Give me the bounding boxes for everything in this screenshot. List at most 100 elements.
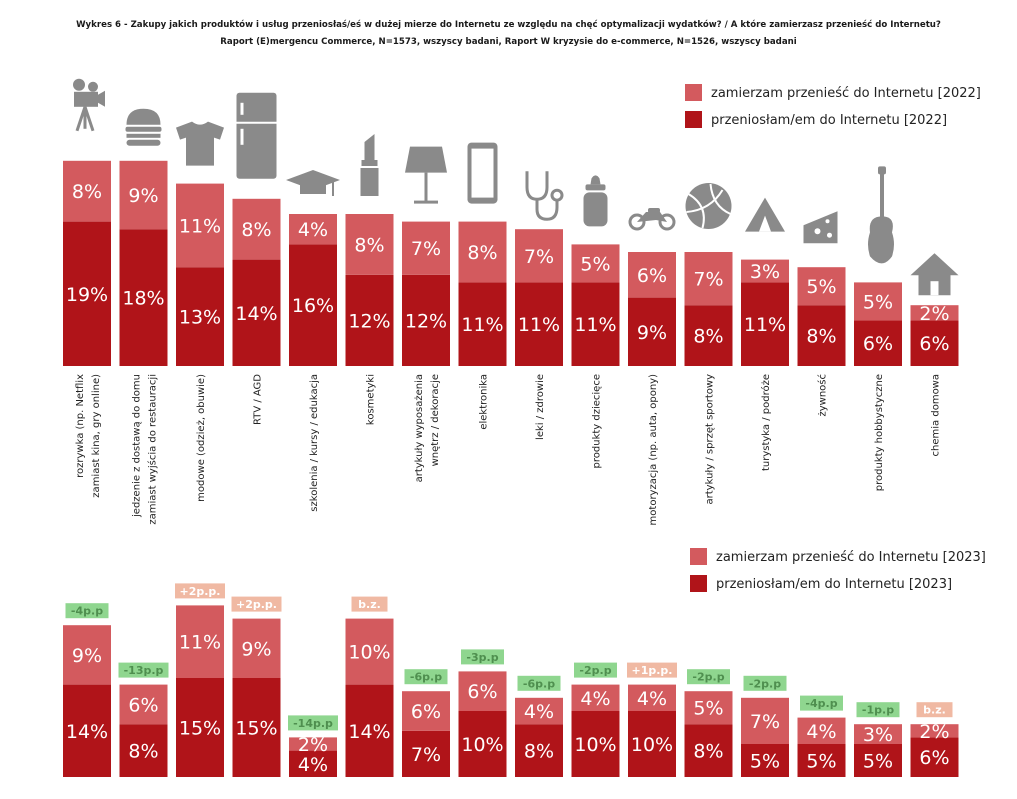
value-label-planned-2022-0: 8% — [72, 181, 102, 203]
bar-done-2023-12 — [741, 744, 789, 777]
category-label-7-line-0: elektronika — [479, 374, 490, 430]
change-badge-6 — [404, 669, 448, 685]
value-label-planned-2023-8: 4% — [524, 701, 554, 723]
bar-planned-2023-0 — [63, 625, 111, 685]
bar-done-2023-9 — [571, 711, 620, 777]
value-label-planned-2022-6: 7% — [411, 238, 441, 260]
category-label-14-line-0: produkty hobbystyczne — [874, 374, 885, 491]
burger-icon — [125, 108, 162, 146]
bar-done-2022-2 — [176, 267, 224, 366]
value-label-planned-2022-10: 6% — [637, 265, 667, 287]
value-label-done-2022-8: 11% — [518, 314, 560, 336]
change-badge-text-2: +2p.p. — [180, 585, 221, 598]
legend-swatch-2022-0 — [685, 84, 702, 101]
value-label-done-2023-3: 15% — [235, 718, 277, 740]
value-label-done-2022-11: 8% — [693, 326, 723, 348]
motorcycle-icon — [628, 208, 676, 231]
bar-done-2022-8 — [515, 282, 563, 366]
category-label-5-line-0: kosmetyki — [366, 374, 377, 425]
bar-planned-2022-7 — [458, 221, 507, 283]
change-badge-text-4: -14p.p — [293, 717, 333, 730]
bar-planned-2023-3 — [232, 618, 281, 678]
bar-done-2023-3 — [232, 678, 281, 777]
bar-planned-2023-2 — [176, 605, 224, 678]
value-label-done-2023-13: 5% — [806, 751, 836, 773]
change-badge-13 — [800, 695, 843, 711]
change-badge-3 — [231, 596, 282, 612]
bar-done-2023-2 — [176, 678, 224, 777]
smartphone-icon — [467, 142, 498, 204]
value-label-planned-2023-0: 9% — [72, 645, 102, 667]
category-label-1-line-1: zamiast wyjścia do restauracji — [147, 374, 159, 525]
value-label-planned-2022-13: 5% — [806, 276, 836, 298]
bar-planned-2022-5 — [345, 214, 394, 275]
bar-planned-2023-11 — [684, 691, 733, 725]
change-badge-text-11: -2p.p — [692, 671, 724, 684]
value-label-done-2022-1: 18% — [122, 288, 164, 310]
value-label-done-2023-15: 6% — [919, 747, 949, 769]
value-label-done-2023-2: 15% — [179, 718, 221, 740]
category-label-12-line-0: turystyka / podróże — [760, 374, 772, 471]
category-label-13-line-0: żywność — [817, 374, 829, 417]
category-label-3-line-0: RTV / AGD — [253, 374, 264, 425]
value-label-done-2022-6: 12% — [405, 310, 447, 332]
value-label-planned-2023-3: 9% — [241, 638, 271, 660]
value-label-done-2022-15: 6% — [919, 333, 949, 355]
bar-done-2023-14 — [854, 744, 902, 777]
value-label-done-2022-10: 9% — [637, 322, 667, 344]
movie-camera-icon — [73, 78, 105, 132]
category-label-10-line-0: motoryzacja (np. auta, opony) — [648, 374, 659, 526]
value-label-planned-2022-1: 9% — [128, 185, 158, 207]
legend-label-2022-1: przeniosłam/em do Internetu [2022] — [711, 113, 947, 128]
bar-planned-2023-8 — [515, 697, 563, 725]
value-label-planned-2023-15: 2% — [919, 721, 949, 743]
legend-swatch-2023-0 — [690, 548, 707, 565]
bar-done-2022-3 — [232, 259, 281, 366]
bar-done-2022-0 — [63, 221, 111, 366]
chart-title-line-1: Wykres 6 - Zakupy jakich produktów i usł… — [76, 20, 941, 30]
bar-done-2022-12 — [741, 282, 789, 366]
value-label-planned-2023-6: 6% — [411, 701, 441, 723]
value-label-done-2023-4: 4% — [298, 754, 328, 776]
change-badge-15 — [916, 702, 953, 718]
change-badge-text-10: +1p.p. — [632, 664, 673, 677]
bar-planned-2023-15 — [910, 724, 959, 738]
lamp-icon — [405, 146, 447, 204]
change-badge-9 — [574, 662, 617, 678]
value-label-done-2022-4: 16% — [292, 295, 334, 317]
bar-done-2023-5 — [345, 684, 394, 777]
chart-title: Wykres 6 - Zakupy jakich produktów i usł… — [0, 17, 1017, 51]
value-label-planned-2023-10: 4% — [637, 688, 667, 710]
bar-planned-2023-10 — [628, 684, 676, 711]
graduation-cap-icon — [286, 170, 340, 196]
change-badge-14 — [856, 702, 900, 718]
value-label-planned-2022-11: 7% — [693, 269, 723, 291]
value-label-planned-2023-12: 7% — [750, 711, 780, 733]
fridge-icon — [236, 92, 277, 179]
bar-done-2023-13 — [797, 744, 846, 777]
change-badge-12 — [743, 675, 787, 691]
bar-done-2023-8 — [515, 724, 563, 777]
bar-done-2023-7 — [458, 711, 507, 777]
bar-done-2023-11 — [684, 724, 733, 777]
value-label-done-2023-9: 10% — [574, 734, 616, 756]
bar-planned-2023-13 — [797, 717, 846, 744]
chart-panel-2022: 19% 8% 18% 9% 13% 11% 14% 8% 16% 4% 12% 8% 12% 7% 11% 8… — [63, 84, 981, 366]
value-label-planned-2022-9: 5% — [580, 253, 610, 275]
bar-planned-2022-6 — [402, 221, 450, 275]
value-label-planned-2022-8: 7% — [524, 246, 554, 268]
bar-done-2023-4 — [289, 750, 337, 777]
bar-done-2022-9 — [571, 282, 620, 366]
value-label-planned-2023-5: 10% — [348, 642, 390, 664]
bar-planned-2023-1 — [119, 684, 168, 725]
change-badge-text-1: -13p.p — [124, 664, 164, 677]
bar-planned-2022-14 — [854, 282, 902, 321]
category-label-11-line-0: artykuły / sprzęt sportowy — [705, 374, 716, 505]
chart-title-line-2: Raport (E)mergencu Commerce, N=1573, wsz… — [220, 37, 797, 47]
value-label-planned-2022-15: 2% — [919, 303, 949, 325]
category-label-6-line-1: wnętrz / dekoracje — [430, 374, 441, 466]
stethoscope-icon — [525, 171, 564, 221]
bar-planned-2022-4 — [289, 214, 337, 245]
bar-planned-2022-8 — [515, 229, 563, 283]
